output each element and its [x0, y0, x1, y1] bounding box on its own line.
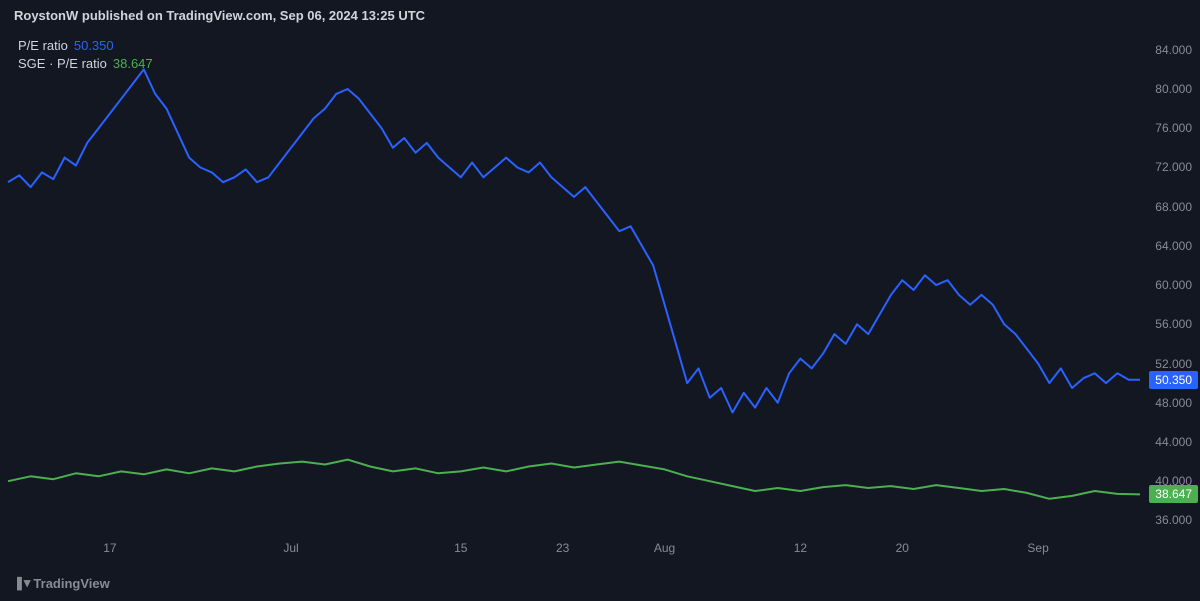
x-tick: Aug	[654, 541, 675, 555]
tradingview-logo: ❚▾ TradingView	[14, 575, 110, 591]
logo-icon: ❚▾	[14, 575, 29, 591]
y-tick: 80.000	[1155, 82, 1192, 96]
x-axis: 17 Jul 15 23 Aug 12 20 Sep	[0, 541, 1140, 561]
y-tick: 84.000	[1155, 43, 1192, 57]
y-tick: 60.000	[1155, 278, 1192, 292]
chart-svg	[0, 0, 1200, 601]
x-tick: 15	[454, 541, 467, 555]
x-tick: 20	[896, 541, 909, 555]
y-tick: 36.000	[1155, 513, 1192, 527]
x-tick: 17	[103, 541, 116, 555]
brand-text: TradingView	[33, 576, 109, 591]
y-tick: 64.000	[1155, 239, 1192, 253]
y-tick: 52.000	[1155, 357, 1192, 371]
x-tick: 23	[556, 541, 569, 555]
y-tick: 76.000	[1155, 121, 1192, 135]
x-tick: Sep	[1027, 541, 1048, 555]
y-tick: 68.000	[1155, 200, 1192, 214]
x-tick: Jul	[283, 541, 298, 555]
price-tag-sge_pe_ratio: 38.647	[1149, 485, 1198, 503]
y-tick: 72.000	[1155, 160, 1192, 174]
chart-area[interactable]: 36.00040.00044.00048.00052.00056.00060.0…	[0, 0, 1200, 601]
y-axis: 36.00040.00044.00048.00052.00056.00060.0…	[1145, 0, 1200, 560]
price-tag-pe_ratio: 50.350	[1149, 371, 1198, 389]
x-tick: 12	[794, 541, 807, 555]
y-tick: 44.000	[1155, 435, 1192, 449]
y-tick: 56.000	[1155, 317, 1192, 331]
y-tick: 48.000	[1155, 396, 1192, 410]
